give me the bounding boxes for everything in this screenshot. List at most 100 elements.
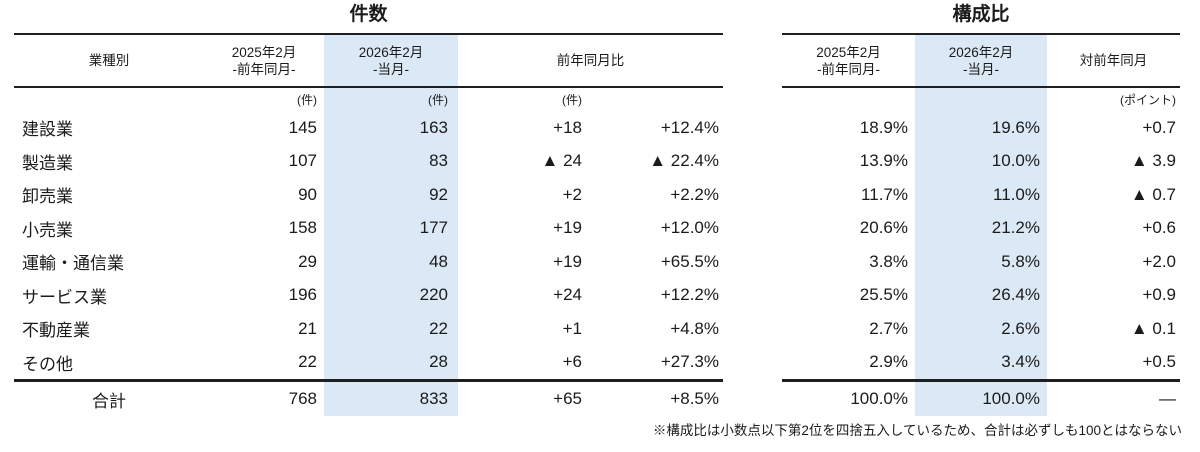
table-row: 25.5% 26.4% +0.9 [782,278,1180,312]
current-month-share: 10.0% [915,144,1047,178]
current-month-share: 21.2% [915,211,1047,245]
table-row: 不動産業 21 22 +1 +4.8% [14,312,723,346]
prev-year-share: 3.8% [869,251,908,271]
table-row: 卸売業 90 92 +2 +2.2% [14,178,723,212]
industry-label: 卸売業 [22,187,73,207]
yoy-diff-points: ▲ 0.7 [1130,184,1176,204]
prev-year-count: 107 [288,151,317,171]
yoy-diff-count: +18 [553,117,582,137]
current-month-count: 83 [324,144,458,178]
yoy-diff-pct: +12.4% [660,117,719,137]
table-row: 製造業 107 83 ▲ 24 ▲ 22.4% [14,144,723,178]
ratio-units-row: (ポイント) [782,88,1180,111]
ratio-table: 構成比 2025年2月 -前年同月- 2026年2月 -当月- 対前年同月 (ポ… [782,0,1180,416]
total-prev-share: 100.0% [850,389,908,408]
industry-label: 小売業 [22,220,73,240]
industry-label: 不動産業 [22,321,90,341]
yoy-diff-points: +0.5 [1142,352,1176,372]
prev-year-count: 145 [288,117,317,137]
prev-year-count: 90 [298,184,317,204]
current-month-share: 11.0% [915,178,1047,212]
col-header-current-month: 2026年2月 -当月- [915,35,1047,86]
ratio-table-header: 2025年2月 -前年同月- 2026年2月 -当月- 対前年同月 [782,33,1180,88]
col-header-cur-line2: -当月- [373,61,409,77]
yoy-diff-count: +19 [553,218,582,238]
ratio-total-row: 100.0% 100.0% — [782,379,1180,416]
col-header-prev-line2: -前年同月- [232,61,296,77]
yoy-diff-pct: +2.2% [670,184,719,204]
table-row: 小売業 158 177 +19 +12.0% [14,211,723,245]
table-row: 運輸・通信業 29 48 +19 +65.5% [14,245,723,279]
total-current-share: 100.0% [915,382,1047,416]
current-month-count: 48 [324,245,458,279]
yoy-diff-count: +2 [562,184,582,204]
col-header-prev-month: 2025年2月 -前年同月- [204,35,324,86]
current-month-count: 92 [324,178,458,212]
col-header-cur-line1: 2026年2月 [948,44,1014,60]
table-row: 13.9% 10.0% ▲ 3.9 [782,144,1180,178]
table-row: 建設業 145 163 +18 +12.4% [14,111,723,145]
empty-cell [586,88,723,111]
prev-year-share: 18.9% [859,117,908,137]
table-row: サービス業 196 220 +24 +12.2% [14,278,723,312]
total-diff-points: — [1159,389,1176,408]
yoy-diff-points: +0.7 [1142,117,1176,137]
current-month-count: 220 [324,278,458,312]
prev-year-share: 25.5% [859,285,908,305]
col-header-current-month: 2026年2月 -当月- [324,35,458,86]
yoy-diff-points: +2.0 [1142,251,1176,271]
current-month-share: 5.8% [915,245,1047,279]
prev-year-count: 22 [298,352,317,372]
yoy-diff-pct: +27.3% [660,352,719,372]
count-total-row: 合計 768 833 +65 +8.5% [14,379,723,416]
prev-year-share: 13.9% [859,151,908,171]
yoy-diff-count: +1 [562,318,582,338]
yoy-diff-count: +19 [553,251,582,271]
current-month-share: 2.6% [915,312,1047,346]
count-units-row: (件) (件) (件) [14,88,723,111]
ratio-table-title: 構成比 [952,4,1010,25]
yoy-diff-count: +6 [562,352,582,372]
industry-label: その他 [22,354,73,374]
total-prev-count: 768 [288,389,317,408]
current-month-share: 26.4% [915,278,1047,312]
current-month-count: 163 [324,111,458,145]
yoy-diff-points: ▲ 0.1 [1130,318,1176,338]
yoy-diff-pct: ▲ 22.4% [649,151,719,171]
total-yoy-pct: +8.5% [670,389,719,408]
prev-year-share: 2.7% [869,318,908,338]
col-header-cur-line1: 2026年2月 [358,44,424,60]
current-month-count: 177 [324,211,458,245]
current-month-share: 3.4% [915,345,1047,379]
total-yoy-diff: +65 [553,389,582,408]
empty-cell [915,88,1047,111]
table-row: 3.8% 5.8% +2.0 [782,245,1180,279]
col-header-yoy: 前年同月比 [556,53,625,68]
col-header-prev-line1: 2025年2月 [816,44,881,60]
industry-label: サービス業 [22,287,107,307]
table-row: 2.7% 2.6% ▲ 0.1 [782,312,1180,346]
count-table-body: 建設業 145 163 +18 +12.4% 製造業 107 83 ▲ 24 ▲ 22.4% 卸売業… [14,111,723,379]
count-table: 件数 業種別 2025年2月 -前年同月- 2026年2月 -当月- 前年同月比… [14,0,723,416]
current-month-share: 19.6% [915,111,1047,145]
industry-label: 建設業 [22,120,73,140]
count-table-title: 件数 [349,4,388,25]
yoy-diff-points: +0.9 [1142,285,1176,305]
yoy-diff-count: +24 [553,285,582,305]
table-row: その他 22 28 +6 +27.3% [14,345,723,379]
table-row: 11.7% 11.0% ▲ 0.7 [782,178,1180,212]
unit-label-prev: (件) [297,93,317,107]
col-header-prev-line2: -前年同月- [817,61,880,77]
empty-cell [782,88,915,111]
footnote: ※構成比は小数点以下第2位を四捨五入しているため、合計は必ずしも100とはならな… [652,423,1182,438]
prev-year-count: 21 [298,318,317,338]
col-header-industry: 業種別 [88,53,130,68]
col-header-cur-line2: -当月- [963,61,999,77]
yoy-diff-count: ▲ 24 [541,151,582,171]
yoy-diff-pct: +12.2% [660,285,719,305]
empty-cell [14,88,204,111]
yoy-diff-pct: +12.0% [660,218,719,238]
current-month-count: 22 [324,312,458,346]
table-row: 20.6% 21.2% +0.6 [782,211,1180,245]
total-current-count: 833 [324,382,458,416]
